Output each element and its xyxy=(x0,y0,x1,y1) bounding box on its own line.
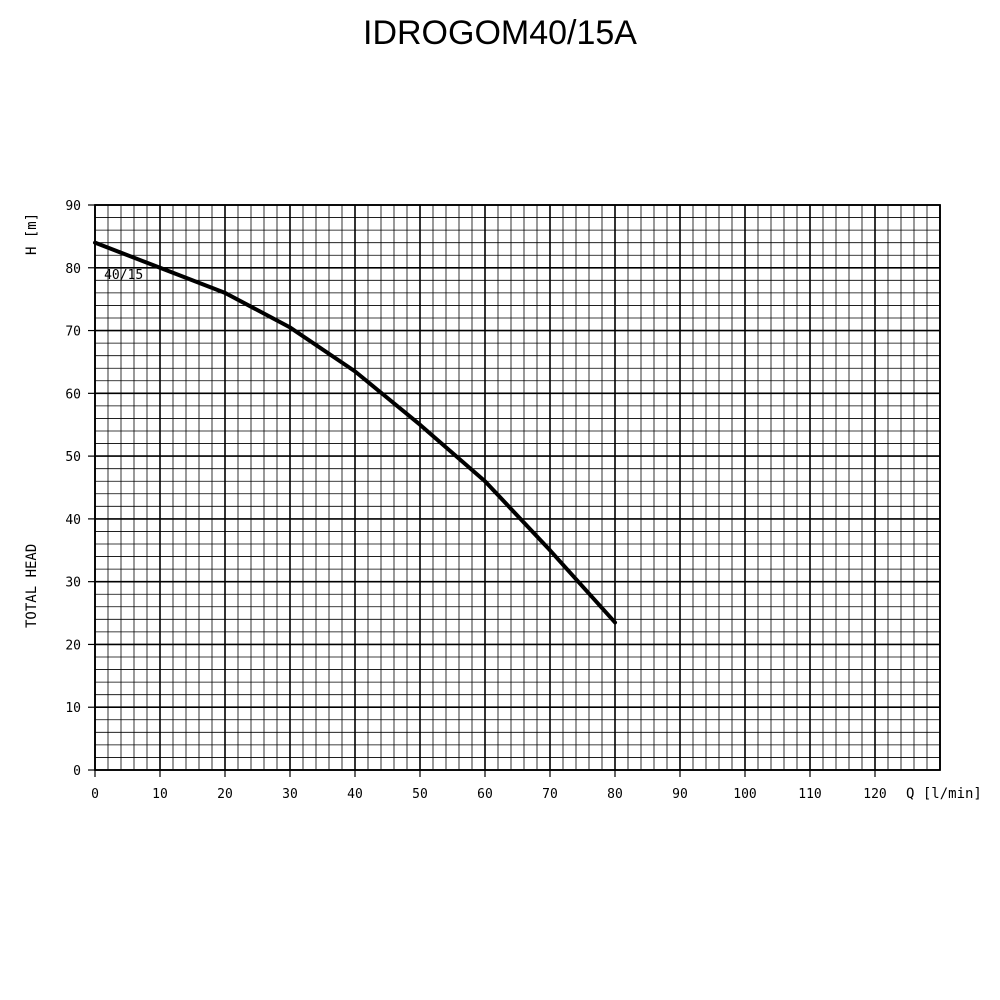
plot-border xyxy=(94,204,941,771)
y-tick-label: 90 xyxy=(65,199,81,214)
x-tick-label: 0 xyxy=(91,787,99,802)
x-tick-label: 120 xyxy=(863,787,886,802)
x-tick-label: 20 xyxy=(217,787,233,802)
y-tick-label: 20 xyxy=(65,638,81,653)
grid xyxy=(94,204,941,771)
y-tick-label: 40 xyxy=(65,513,81,528)
y-tick-label: 80 xyxy=(65,262,81,277)
y-axis-label: TOTAL HEAD xyxy=(24,544,40,628)
y-tick-label: 70 xyxy=(65,325,81,340)
y-axis-unit-label: H [m] xyxy=(24,213,40,255)
x-tick-label: 60 xyxy=(477,787,493,802)
x-tick-label: 90 xyxy=(672,787,688,802)
y-tick-label: 50 xyxy=(65,450,81,465)
x-tick-label: 70 xyxy=(542,787,558,802)
x-axis-ticks: 0 10 20 30 40 50 60 70 80 90 100 110 120 xyxy=(91,770,887,802)
x-tick-label: 80 xyxy=(607,787,623,802)
x-tick-label: 50 xyxy=(412,787,428,802)
y-tick-label: 30 xyxy=(65,576,81,591)
y-axis-ticks: 0 10 20 30 40 50 60 70 80 90 xyxy=(65,199,95,779)
x-axis-label: Q [l/min] xyxy=(906,786,982,802)
x-tick-label: 110 xyxy=(798,787,821,802)
x-tick-label: 30 xyxy=(282,787,298,802)
y-tick-label: 10 xyxy=(65,701,81,716)
y-tick-label: 60 xyxy=(65,387,81,402)
x-tick-label: 40 xyxy=(347,787,363,802)
x-tick-label: 10 xyxy=(152,787,168,802)
chart-title: IDROGOM40/15A xyxy=(363,14,637,52)
series-layer: 40/15 xyxy=(93,240,617,625)
x-tick-label: 100 xyxy=(733,787,756,802)
y-tick-label: 0 xyxy=(73,764,81,779)
series-label: 40/15 xyxy=(104,268,143,283)
